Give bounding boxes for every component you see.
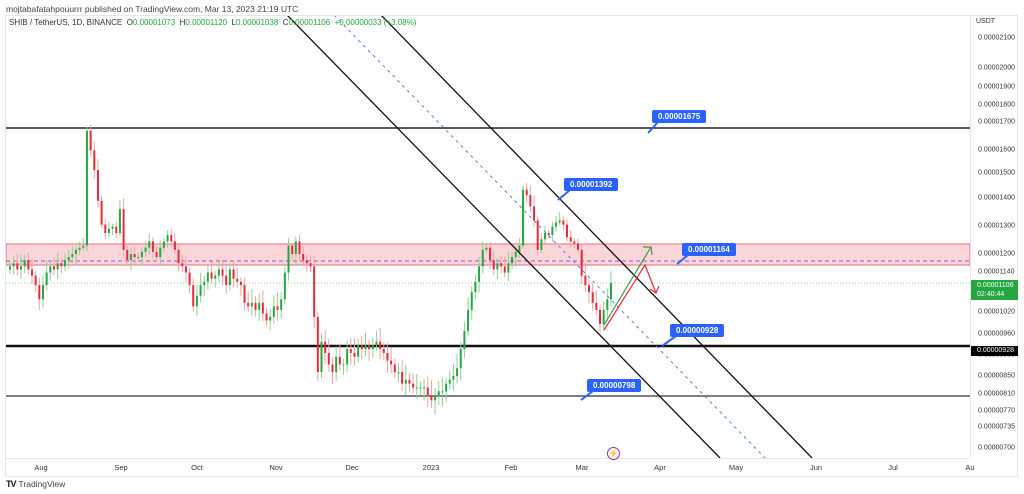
change-value: +0.00000033 (+3.08%) bbox=[334, 18, 417, 27]
candlestick-chart[interactable] bbox=[6, 16, 970, 458]
time-tick-label: Au bbox=[965, 463, 975, 472]
price-tick-label: 0.00000850 bbox=[978, 372, 1015, 380]
price-tick-label: 0.00002000 bbox=[978, 64, 1015, 72]
price-callout[interactable]: 0.00000798 bbox=[587, 379, 642, 392]
price-tick-label: 0.00000735 bbox=[978, 423, 1015, 431]
lightning-event-icon[interactable]: ⚡ bbox=[607, 447, 620, 460]
ohlc-legend: SHIB / TetherUS, 1D, BINANCE O0.00001073… bbox=[9, 18, 417, 27]
brand-name: TradingView bbox=[18, 479, 66, 489]
price-tick-label: 0.00002100 bbox=[978, 34, 1015, 42]
resistance-zone[interactable] bbox=[6, 243, 970, 266]
chart-plot-area[interactable] bbox=[6, 16, 970, 458]
time-tick-label: Nov bbox=[269, 463, 283, 472]
level-price-badge: 0.00000928 bbox=[971, 346, 1018, 356]
footer: TV TradingView bbox=[6, 479, 65, 489]
price-tick-label: 0.00000700 bbox=[978, 444, 1015, 452]
time-tick-label: Jul bbox=[888, 463, 898, 472]
open-value: 0.00001073 bbox=[132, 18, 176, 27]
channel-mid-line[interactable] bbox=[334, 16, 766, 458]
price-tick-label: 0.00001500 bbox=[978, 169, 1015, 177]
time-tick-label: 2023 bbox=[422, 463, 440, 472]
price-tick-label: 0.00001400 bbox=[978, 194, 1015, 202]
price-tick-label: 0.00000810 bbox=[978, 390, 1015, 398]
price-tick-label: 0.00001700 bbox=[978, 118, 1015, 126]
time-tick-label: Oct bbox=[191, 463, 203, 472]
bearish-projection-arrow[interactable] bbox=[603, 263, 657, 331]
time-tick-label: May bbox=[728, 463, 744, 472]
time-tick-label: Sep bbox=[114, 463, 128, 472]
channel-upper-line[interactable] bbox=[381, 16, 813, 458]
bullish-projection-arrow[interactable] bbox=[603, 246, 652, 326]
low-value: 0.00001038 bbox=[236, 18, 279, 27]
time-tick-label: Jun bbox=[809, 463, 823, 472]
price-tick-label: 0.00001200 bbox=[978, 250, 1015, 258]
price-tick-label: 0.00001140 bbox=[978, 268, 1015, 276]
time-tick-label: Dec bbox=[345, 463, 359, 472]
close-value: 0.00001106 bbox=[288, 18, 331, 27]
currency-unit: USDT bbox=[976, 18, 996, 25]
price-callout[interactable]: 0.00001392 bbox=[564, 178, 619, 191]
high-value: 0.00001120 bbox=[185, 18, 228, 27]
time-tick-label: Apr bbox=[654, 463, 666, 472]
price-tick-label: 0.00001600 bbox=[978, 146, 1015, 154]
price-tick-label: 0.00001300 bbox=[978, 222, 1015, 230]
price-tick-label: 0.00001900 bbox=[978, 83, 1015, 91]
tradingview-logo-icon: TV bbox=[6, 479, 16, 489]
price-tick-label: 0.00001020 bbox=[978, 308, 1015, 316]
price-axis[interactable]: 0.00002100 0.00002000 0.00001900 0.00001800… bbox=[970, 16, 1018, 458]
price-callout[interactable]: 0.00000928 bbox=[670, 324, 725, 337]
price-tick-label: 0.00000770 bbox=[978, 407, 1015, 415]
symbol-label[interactable]: SHIB / TetherUS, 1D, BINANCE bbox=[9, 18, 123, 27]
price-tick-label: 0.00001800 bbox=[978, 101, 1015, 109]
channel-lower-line[interactable] bbox=[287, 16, 721, 458]
time-tick-label: Mar bbox=[575, 463, 589, 472]
time-axis[interactable]: Aug Sep Oct Nov Dec 2023 Feb Mar Apr May Jun Jul Au bbox=[6, 458, 975, 477]
current-price-badge: 0.00001106 02:40:44 bbox=[971, 280, 1018, 300]
publisher-line: mojtabafatahpouurrr published on Trading… bbox=[6, 4, 299, 14]
time-tick-label: Feb bbox=[504, 463, 518, 472]
price-tick-label: 0.00000960 bbox=[978, 330, 1015, 338]
price-callout[interactable]: 0.00001675 bbox=[652, 110, 707, 123]
time-tick-label: Aug bbox=[34, 463, 48, 472]
price-callout[interactable]: 0.00001164 bbox=[682, 243, 736, 256]
